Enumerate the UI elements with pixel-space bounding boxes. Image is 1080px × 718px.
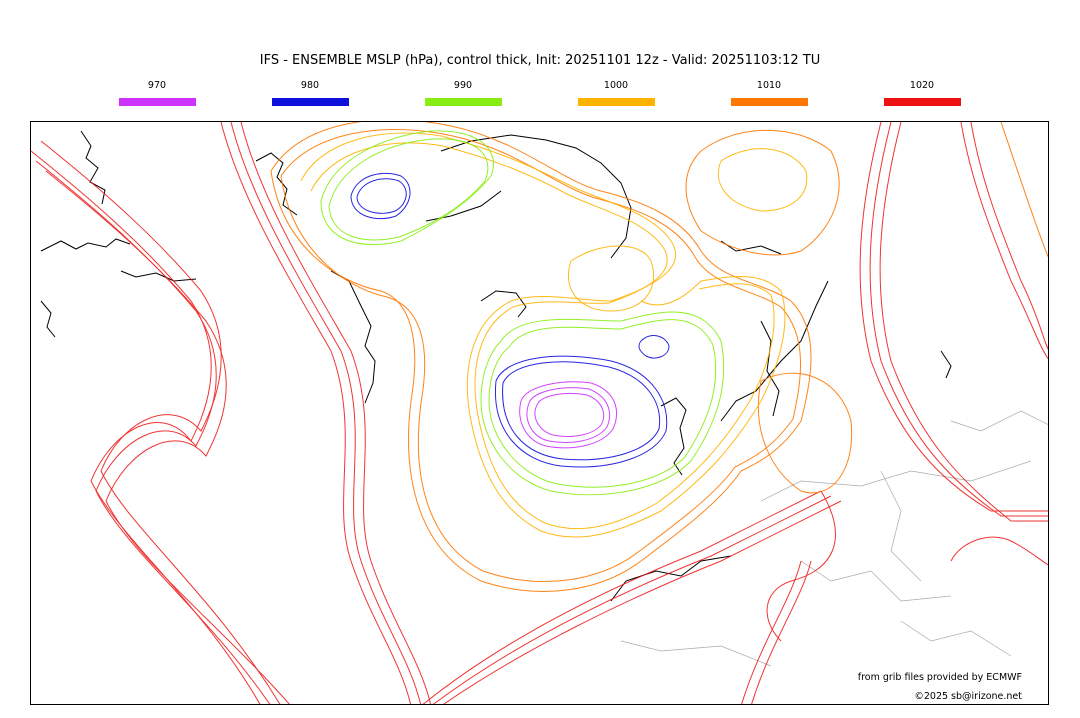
legend-swatch [883, 98, 961, 106]
legend-swatch [118, 98, 196, 106]
legend-label: 1010 [756, 80, 782, 91]
map-panel: from grib files provided by ECMWF ©2025 … [30, 121, 1049, 705]
legend-swatch [424, 98, 502, 106]
copyright-credit: ©2025 sb@irizone.net [914, 691, 1022, 702]
contour-990 [320, 130, 725, 496]
mslp-contour-map [31, 122, 1048, 704]
contour-1020 [31, 122, 1048, 704]
contour-1000 [300, 132, 808, 538]
legend-label: 1020 [909, 80, 935, 91]
legend-item-970: 970 [117, 80, 197, 106]
legend-item-980: 980 [270, 80, 350, 106]
legend-swatch [577, 98, 655, 106]
contour-970 [519, 381, 617, 449]
contour-980 [350, 172, 670, 468]
legend-swatch [730, 98, 808, 106]
contour-1010 [270, 122, 1048, 592]
legend-item-1010: 1010 [729, 80, 809, 106]
country-borders [620, 410, 1048, 667]
legend-label: 1000 [603, 80, 629, 91]
legend-label: 970 [147, 80, 167, 91]
legend-item-1000: 1000 [576, 80, 656, 106]
legend-swatch [271, 98, 349, 106]
legend-label: 990 [453, 80, 473, 91]
map-title: IFS - ENSEMBLE MSLP (hPa), control thick… [259, 53, 821, 68]
legend-item-990: 990 [423, 80, 503, 106]
legend-label: 980 [300, 80, 320, 91]
data-source-credit: from grib files provided by ECMWF [857, 672, 1022, 683]
legend-item-1020: 1020 [882, 80, 962, 106]
